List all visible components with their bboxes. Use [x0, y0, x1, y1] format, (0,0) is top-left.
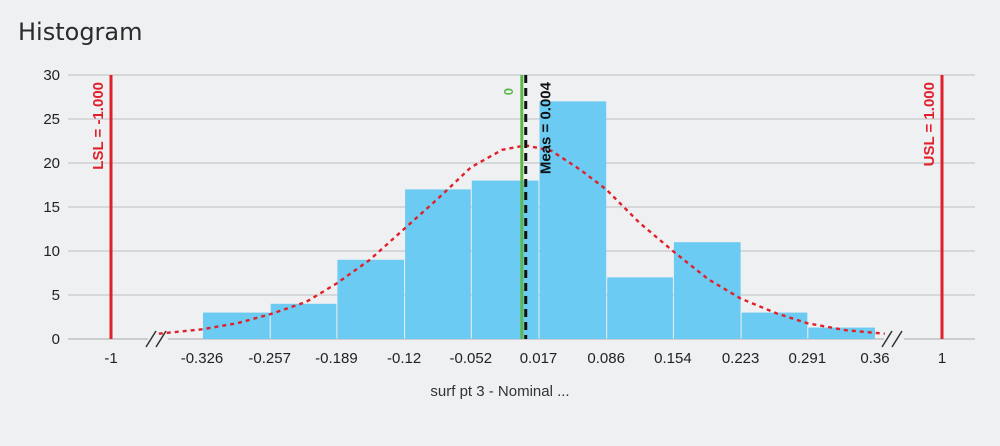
histogram-bar	[337, 259, 405, 339]
x-tick-label: -0.257	[248, 350, 291, 367]
axis-break-gap	[148, 335, 168, 343]
x-tick-label: -0.326	[181, 350, 224, 367]
reference-line-label: 0	[501, 88, 516, 95]
histogram-bar	[270, 303, 337, 339]
reference-line-label: LSL = -1.000	[90, 82, 107, 170]
x-tick-label: 1	[938, 350, 946, 367]
histogram-bar	[471, 180, 539, 339]
x-axis-title: surf pt 3 - Nominal ...	[430, 383, 570, 400]
axis-break-mark	[881, 330, 893, 348]
x-tick-label: -0.12	[387, 350, 421, 367]
histogram-bar	[203, 312, 270, 339]
y-tick-label: 0	[52, 331, 60, 348]
x-tick-label: 0.086	[587, 350, 625, 367]
x-tick-label: -0.052	[450, 350, 493, 367]
x-tick-label: 0.154	[654, 350, 692, 367]
x-tick-label: -0.189	[315, 350, 358, 367]
chart-title: Histogram	[18, 18, 143, 46]
histogram-bar	[741, 312, 808, 339]
reference-line-label: USL = 1.000	[921, 82, 938, 166]
x-tick-label: -1	[104, 350, 117, 367]
x-tick-label: 0.291	[789, 350, 827, 367]
reference-lines: LSL = -1.000 USL = 1.000 0 Meas = 0.004	[90, 75, 944, 339]
reference-line-label: Meas = 0.004	[538, 81, 555, 174]
y-tick-label: 20	[43, 155, 60, 172]
x-tick-label: 0.017	[520, 350, 558, 367]
y-tick-label: 25	[43, 111, 60, 128]
histogram-bar	[808, 327, 875, 339]
histogram-bar	[673, 242, 741, 339]
y-tick-label: 5	[52, 287, 60, 304]
axis-break-mark	[145, 330, 157, 348]
x-axis-ticks: -1 -0.326 -0.257 -0.189 -0.12 -0.052 0.017 0.08…	[104, 350, 946, 367]
axis-breaks	[145, 330, 904, 348]
axis-break-gap	[884, 335, 904, 343]
x-tick-label: 0.36	[860, 350, 889, 367]
y-axis-ticks: 0 5 10 15 20 25 30	[43, 67, 60, 348]
y-tick-label: 10	[43, 243, 60, 260]
histogram-bar	[405, 189, 471, 339]
histogram-bar	[539, 101, 607, 340]
axis-break-mark	[891, 330, 903, 348]
histogram-bar	[607, 277, 673, 339]
y-tick-label: 30	[43, 67, 60, 84]
x-tick-label: 0.223	[722, 350, 760, 367]
histogram-bars	[203, 101, 875, 340]
axis-break-mark	[155, 330, 167, 348]
y-tick-label: 15	[43, 199, 60, 216]
